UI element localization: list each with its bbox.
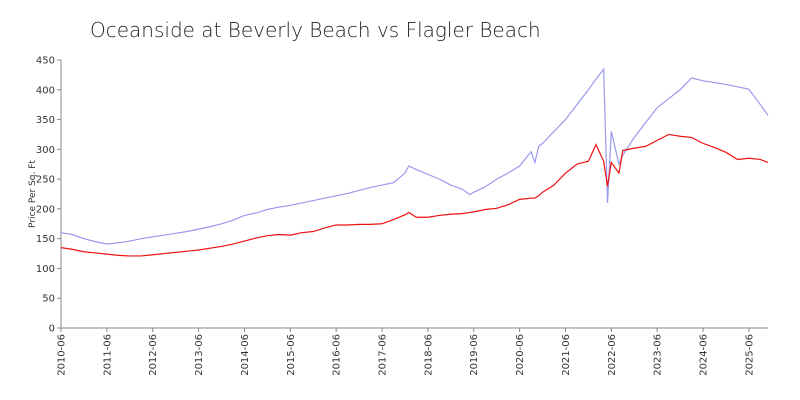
y-axis-label: Price Per Sq. Ft [28,160,38,228]
y-tick-label: 400 [36,85,55,96]
x-tick-label: 2012-06 [148,334,159,376]
x-tick-label: 2010-06 [57,334,68,376]
y-tick-label: 250 [36,175,55,186]
series-line [60,67,769,245]
x-tick-label: 2019-06 [469,334,480,376]
y-tick-label: 50 [42,294,55,305]
x-tick-label: 2017-06 [378,334,389,376]
x-tick-label: 2021-06 [561,334,572,376]
y-tick-label: 300 [36,145,55,156]
y-tick-label: 150 [36,234,55,245]
x-tick-label: 2018-06 [423,334,434,376]
y-tick-label: 450 [36,56,55,67]
x-tick-label: 2020-06 [515,334,526,376]
x-tick-label: 2013-06 [194,334,205,376]
x-tick-label: 2011-06 [102,334,113,376]
y-tick-label: 0 [49,324,55,335]
y-tick-label: 200 [36,204,55,215]
x-tick-label: 2023-06 [653,334,664,376]
x-tick-label: 2024-06 [699,334,710,376]
x-tick-label: 2022-06 [607,334,618,376]
x-tick-label: 2015-06 [286,334,297,376]
chart-title: Oceanside at Beverly Beach vs Flagler Be… [90,18,541,42]
x-tick-label: 2016-06 [332,334,343,376]
y-tick-label: 100 [36,264,55,275]
y-tick-label: 350 [36,115,55,126]
series-line [60,133,769,257]
x-tick-label: 2014-06 [240,334,251,376]
x-tick-label: 2025-06 [744,334,755,376]
